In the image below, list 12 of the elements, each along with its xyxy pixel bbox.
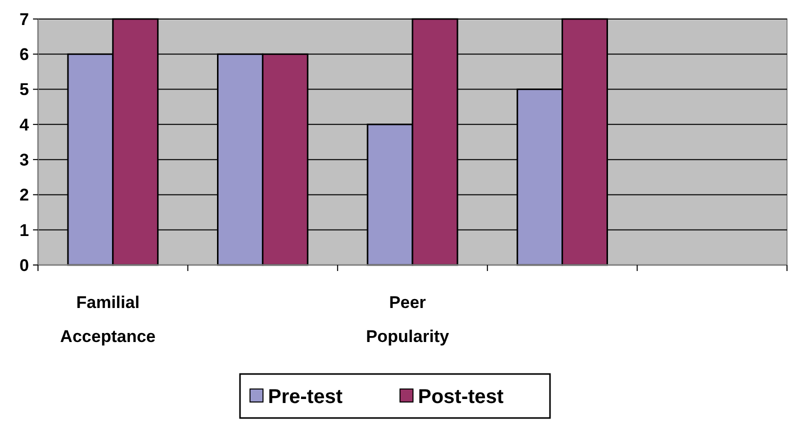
y-tick-label: 6 — [20, 45, 29, 64]
y-tick-label: 4 — [20, 115, 30, 134]
legend-label: Pre-test — [268, 386, 343, 408]
y-tick-label: 7 — [20, 10, 29, 29]
y-tick-label: 1 — [20, 220, 29, 240]
y-tick-label: 5 — [20, 80, 29, 100]
x-tick-label: Peer Popularity — [366, 293, 450, 346]
y-tick-label: 3 — [20, 150, 29, 170]
y-tick-label: 0 — [20, 256, 29, 275]
x-tick-label: Familial Acceptance — [60, 293, 156, 346]
legend-label: Post-test — [418, 386, 504, 408]
y-tick-label: 2 — [20, 186, 29, 205]
